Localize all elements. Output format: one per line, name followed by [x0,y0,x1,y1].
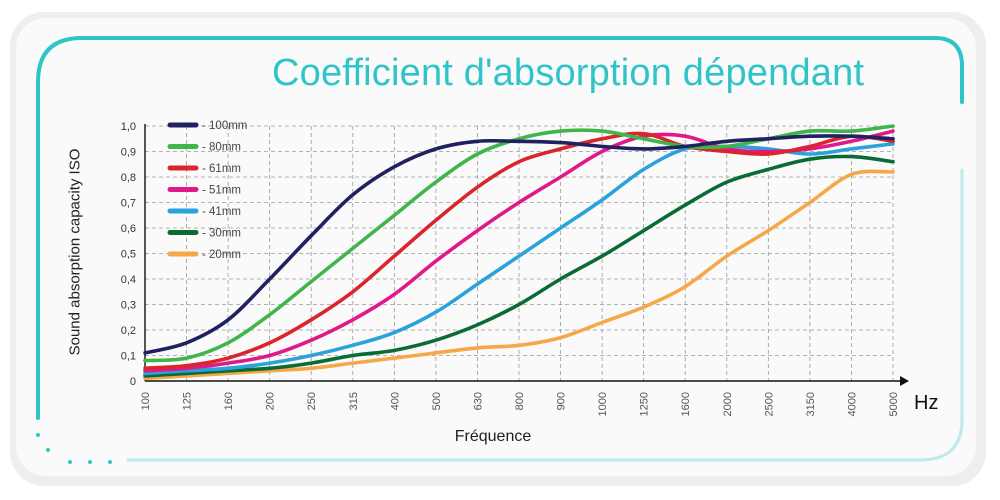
legend-label: - 20mm [202,249,241,261]
y-tick-labels: 0 0,1 0,2 0,3 0,4 0,5 0,6 0,7 0,8 0,9 1,0 [121,121,136,388]
axes [144,124,909,386]
x-tick-label: 3150 [805,392,817,416]
y-tick-label: 0 [130,376,136,388]
decor-dot [46,448,50,452]
x-tick-label: 1000 [597,392,609,416]
x-tick-label: 160 [223,392,235,410]
grid [144,125,894,381]
series-line [143,154,895,378]
y-tick-label: 0,8 [121,172,136,184]
x-tick-label: 900 [556,392,568,410]
x-tick-label: 250 [306,392,318,410]
y-tick-label: 0,7 [121,198,136,210]
y-tick-label: 0,6 [121,223,136,235]
y-tick-label: 0,1 [121,351,136,363]
x-tick-label: 800 [514,392,526,410]
x-tick-label: 5000 [888,392,900,416]
x-tick-label: 500 [431,392,443,410]
series-lines [143,124,895,381]
card-border-accent [36,36,964,420]
card-panel [16,18,976,476]
legend-label: - 30mm [202,228,241,240]
series-line [143,131,895,371]
legend: - 100mm - 80mm - 61mm - 51mm - 41mm - 30mm - 2… [167,120,247,261]
decor-dot [68,460,72,464]
x-axis-arrow-icon [900,376,909,386]
x-axis-label: Fréquence [454,428,532,445]
series-line [143,169,895,381]
series-line [143,134,895,355]
x-tick-label: 1600 [680,392,692,416]
x-tick-label: 200 [265,392,277,410]
decor-dot [108,460,112,464]
x-tick-label: 2500 [763,392,775,416]
y-axis-label: Sound absorption capacity ISO [66,148,84,356]
series-line [143,129,895,373]
chart-title: Coefficient d'absorption dépendant [272,52,865,94]
y-tick-label: 0,9 [121,147,136,159]
legend-label: - 100mm [202,120,247,132]
x-tick-label: 100 [140,392,152,410]
x-tick-label: 2000 [722,392,734,416]
x-tick-label: 400 [389,392,401,410]
x-tick-label: 630 [472,392,484,410]
y-tick-label: 0,5 [121,249,136,261]
legend-label: - 41mm [202,206,241,218]
legend-label: - 51mm [202,185,241,197]
card-border-bottom [126,168,964,462]
decor-dot [88,460,92,464]
x-tick-label: 4000 [846,392,858,416]
legend-label: - 80mm [202,142,241,154]
y-tick-label: 1,0 [121,121,136,133]
x-tick-label: 315 [348,392,360,410]
decor-dot [36,433,40,437]
legend-label: - 61mm [202,163,241,175]
y-tick-label: 0,3 [121,300,136,312]
y-tick-label: 0,2 [121,325,136,337]
series-line [143,142,895,376]
x-tick-labels: 100 125 160 200 250 315 400 500 630 800 900 1000 125… [140,392,900,416]
x-unit-label: Hz [914,392,939,414]
x-tick-label: 1250 [639,392,651,416]
y-tick-label: 0,4 [121,274,136,286]
x-tick-label: 125 [182,392,194,410]
